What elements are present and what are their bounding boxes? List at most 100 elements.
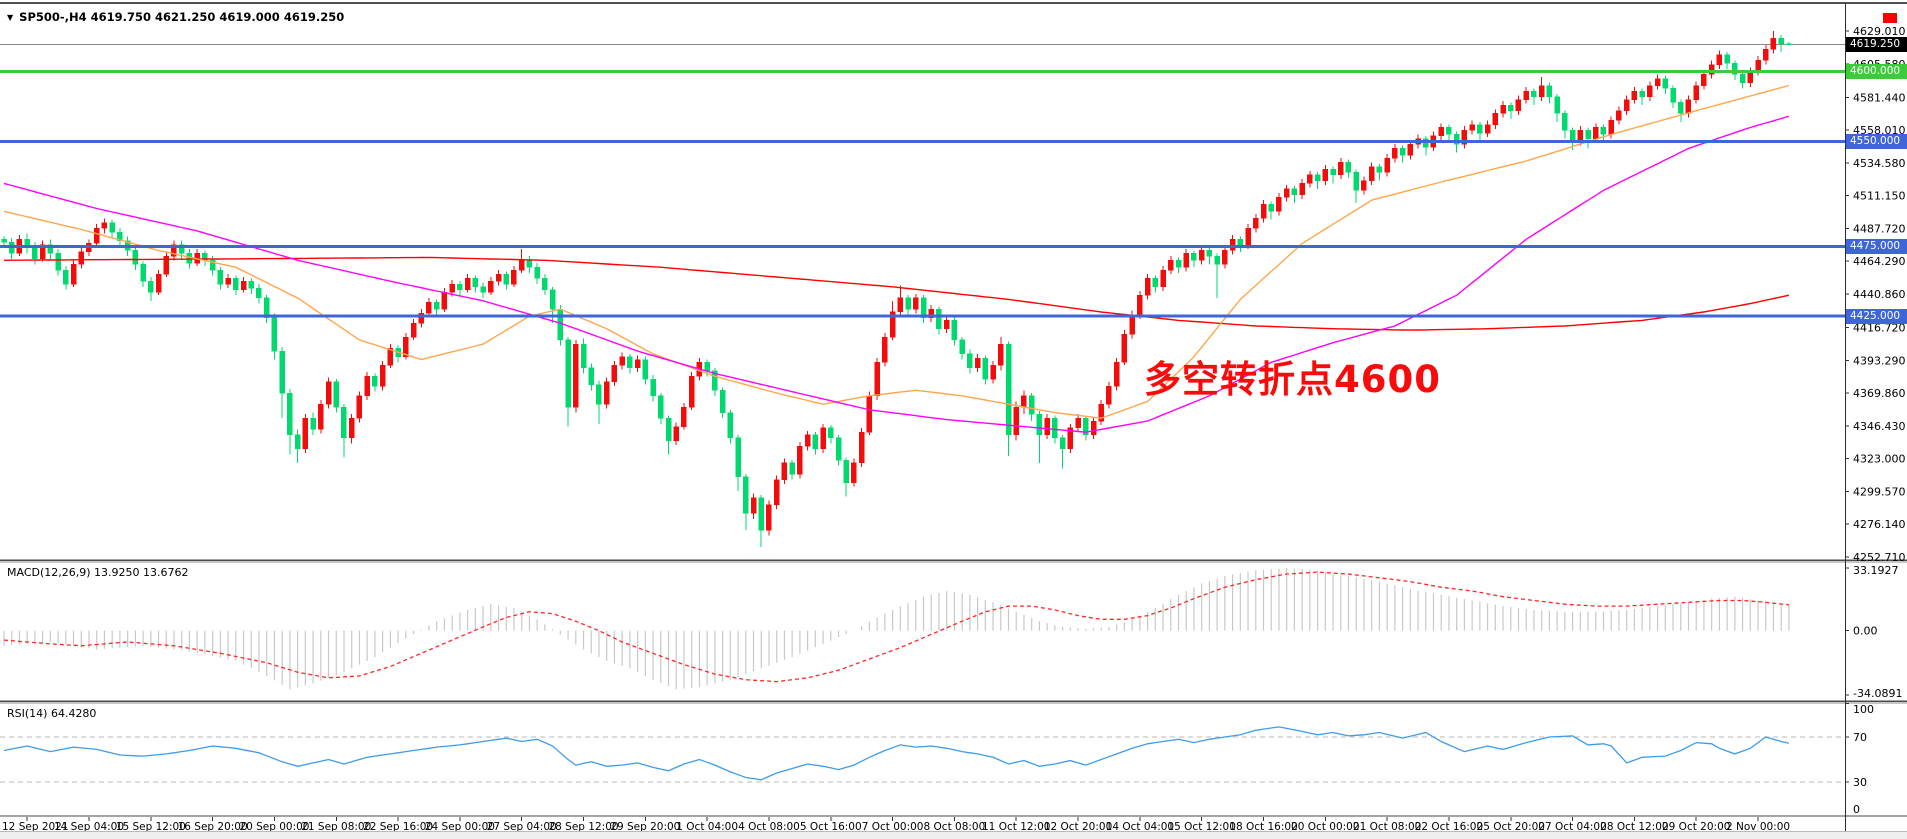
panel-separators[interactable] bbox=[0, 3, 1907, 831]
price-tick-label: 4393.290 bbox=[1853, 354, 1906, 367]
candle-body bbox=[789, 462, 795, 475]
candle-body bbox=[1384, 157, 1390, 173]
chart-shift-marker[interactable] bbox=[1883, 13, 1897, 23]
candle-body bbox=[1747, 71, 1754, 83]
candle-body bbox=[1075, 417, 1081, 429]
candle-body bbox=[1260, 204, 1267, 219]
candle-body bbox=[1562, 113, 1568, 131]
candle-body bbox=[364, 376, 370, 397]
candle-body bbox=[719, 390, 726, 413]
candle-body bbox=[1484, 124, 1491, 134]
main-price-panel[interactable] bbox=[0, 31, 1845, 547]
chart-annotation-text[interactable]: 多空转折点4600 bbox=[1144, 358, 1441, 401]
collapse-arrow-icon[interactable]: ▼ bbox=[7, 13, 14, 22]
candle-body bbox=[155, 273, 162, 293]
candle-body bbox=[1585, 130, 1591, 139]
candle-body bbox=[1052, 417, 1058, 439]
indicator-tick-label: 33.1927 bbox=[1853, 564, 1899, 577]
candle-body bbox=[1253, 218, 1259, 229]
candle-body bbox=[1531, 90, 1537, 97]
indicator-tick-label: 100 bbox=[1853, 703, 1874, 716]
time-tick-label: 8 Oct 08:00 bbox=[924, 821, 986, 833]
candle-body bbox=[148, 280, 154, 293]
candle-body bbox=[889, 311, 896, 338]
candle-body bbox=[797, 445, 803, 475]
candle-body bbox=[1330, 169, 1336, 176]
candle-body bbox=[573, 343, 579, 408]
candle-body bbox=[1345, 162, 1352, 173]
level-price-badge-4600.000: 4600.000 bbox=[1846, 64, 1907, 79]
candle-body bbox=[240, 280, 247, 290]
candle-body bbox=[1538, 85, 1545, 97]
candle-body bbox=[1028, 395, 1035, 415]
candle-body bbox=[132, 250, 139, 265]
time-tick-label: 12 Oct 20:00 bbox=[1044, 821, 1112, 833]
candle-body bbox=[325, 381, 332, 405]
level-price-badge-4425.000: 4425.000 bbox=[1846, 309, 1907, 324]
candle-body bbox=[1245, 227, 1251, 246]
candle-body bbox=[1546, 85, 1553, 97]
candle-body bbox=[93, 227, 100, 244]
time-tick-label: 15 Sep 12:00 bbox=[116, 821, 186, 833]
time-tick-label: 29 Sep 20:00 bbox=[610, 821, 680, 833]
candle-body bbox=[1616, 110, 1622, 121]
candle-body bbox=[32, 247, 38, 260]
candle-body bbox=[55, 253, 61, 271]
candle-body bbox=[1492, 113, 1499, 125]
candle-body bbox=[1438, 127, 1444, 137]
candle-body bbox=[1500, 104, 1506, 114]
candle-body bbox=[217, 269, 224, 285]
candle-body bbox=[379, 364, 386, 387]
price-axis[interactable]: 4629.0104605.5804581.4404558.0104534.580… bbox=[1845, 25, 1906, 817]
candle-body bbox=[1137, 294, 1143, 316]
candle-body bbox=[897, 297, 904, 313]
candle-body bbox=[356, 395, 363, 419]
candle-body bbox=[433, 301, 440, 310]
candle-body bbox=[743, 476, 749, 514]
time-tick-label: 11 Oct 12:00 bbox=[982, 821, 1050, 833]
price-tick-label: 4511.150 bbox=[1853, 190, 1906, 203]
macd-panel[interactable] bbox=[3, 567, 1790, 690]
indicator-tick-label: 0 bbox=[1853, 803, 1860, 816]
candle-body bbox=[63, 269, 69, 285]
candle-body bbox=[835, 437, 842, 461]
candle-body bbox=[387, 348, 394, 366]
candle-body bbox=[874, 362, 880, 397]
candle-body bbox=[534, 266, 540, 279]
candle-body bbox=[658, 395, 664, 419]
candle-body bbox=[920, 297, 927, 318]
candle-body bbox=[1322, 169, 1329, 181]
status-strip bbox=[0, 831, 1907, 839]
candle-body bbox=[457, 283, 463, 290]
candle-body bbox=[263, 297, 270, 318]
time-tick-label: 20 Oct 00:00 bbox=[1291, 821, 1359, 833]
candle-body bbox=[209, 260, 216, 271]
level-price-badge-4550.000: 4550.000 bbox=[1846, 134, 1907, 149]
candle-body bbox=[1392, 148, 1398, 159]
candle-body bbox=[804, 434, 811, 447]
candle-body bbox=[959, 339, 965, 355]
time-tick-label: 4 Oct 08:00 bbox=[738, 821, 800, 833]
candle-body bbox=[271, 317, 278, 352]
candle-body bbox=[348, 417, 355, 439]
candle-body bbox=[1407, 143, 1414, 156]
candle-body bbox=[750, 497, 757, 514]
candle-body bbox=[665, 417, 672, 441]
candle-body bbox=[225, 278, 231, 285]
candle-body bbox=[1, 239, 7, 243]
candle-body bbox=[1778, 37, 1784, 45]
candle-body bbox=[1631, 90, 1638, 100]
ma-magenta bbox=[3, 115, 1790, 433]
candle-body bbox=[650, 378, 656, 397]
candle-body bbox=[1755, 60, 1761, 72]
candle-body bbox=[248, 280, 255, 289]
time-tick-label: 18 Oct 16:00 bbox=[1229, 821, 1297, 833]
candle-body bbox=[1129, 314, 1135, 335]
time-tick-label: 14 Oct 04:00 bbox=[1106, 821, 1174, 833]
rsi-panel[interactable] bbox=[0, 726, 1845, 783]
candle-body bbox=[1662, 78, 1669, 89]
horizontal-level-lines[interactable] bbox=[0, 70, 1845, 318]
candle-body bbox=[1608, 120, 1614, 135]
